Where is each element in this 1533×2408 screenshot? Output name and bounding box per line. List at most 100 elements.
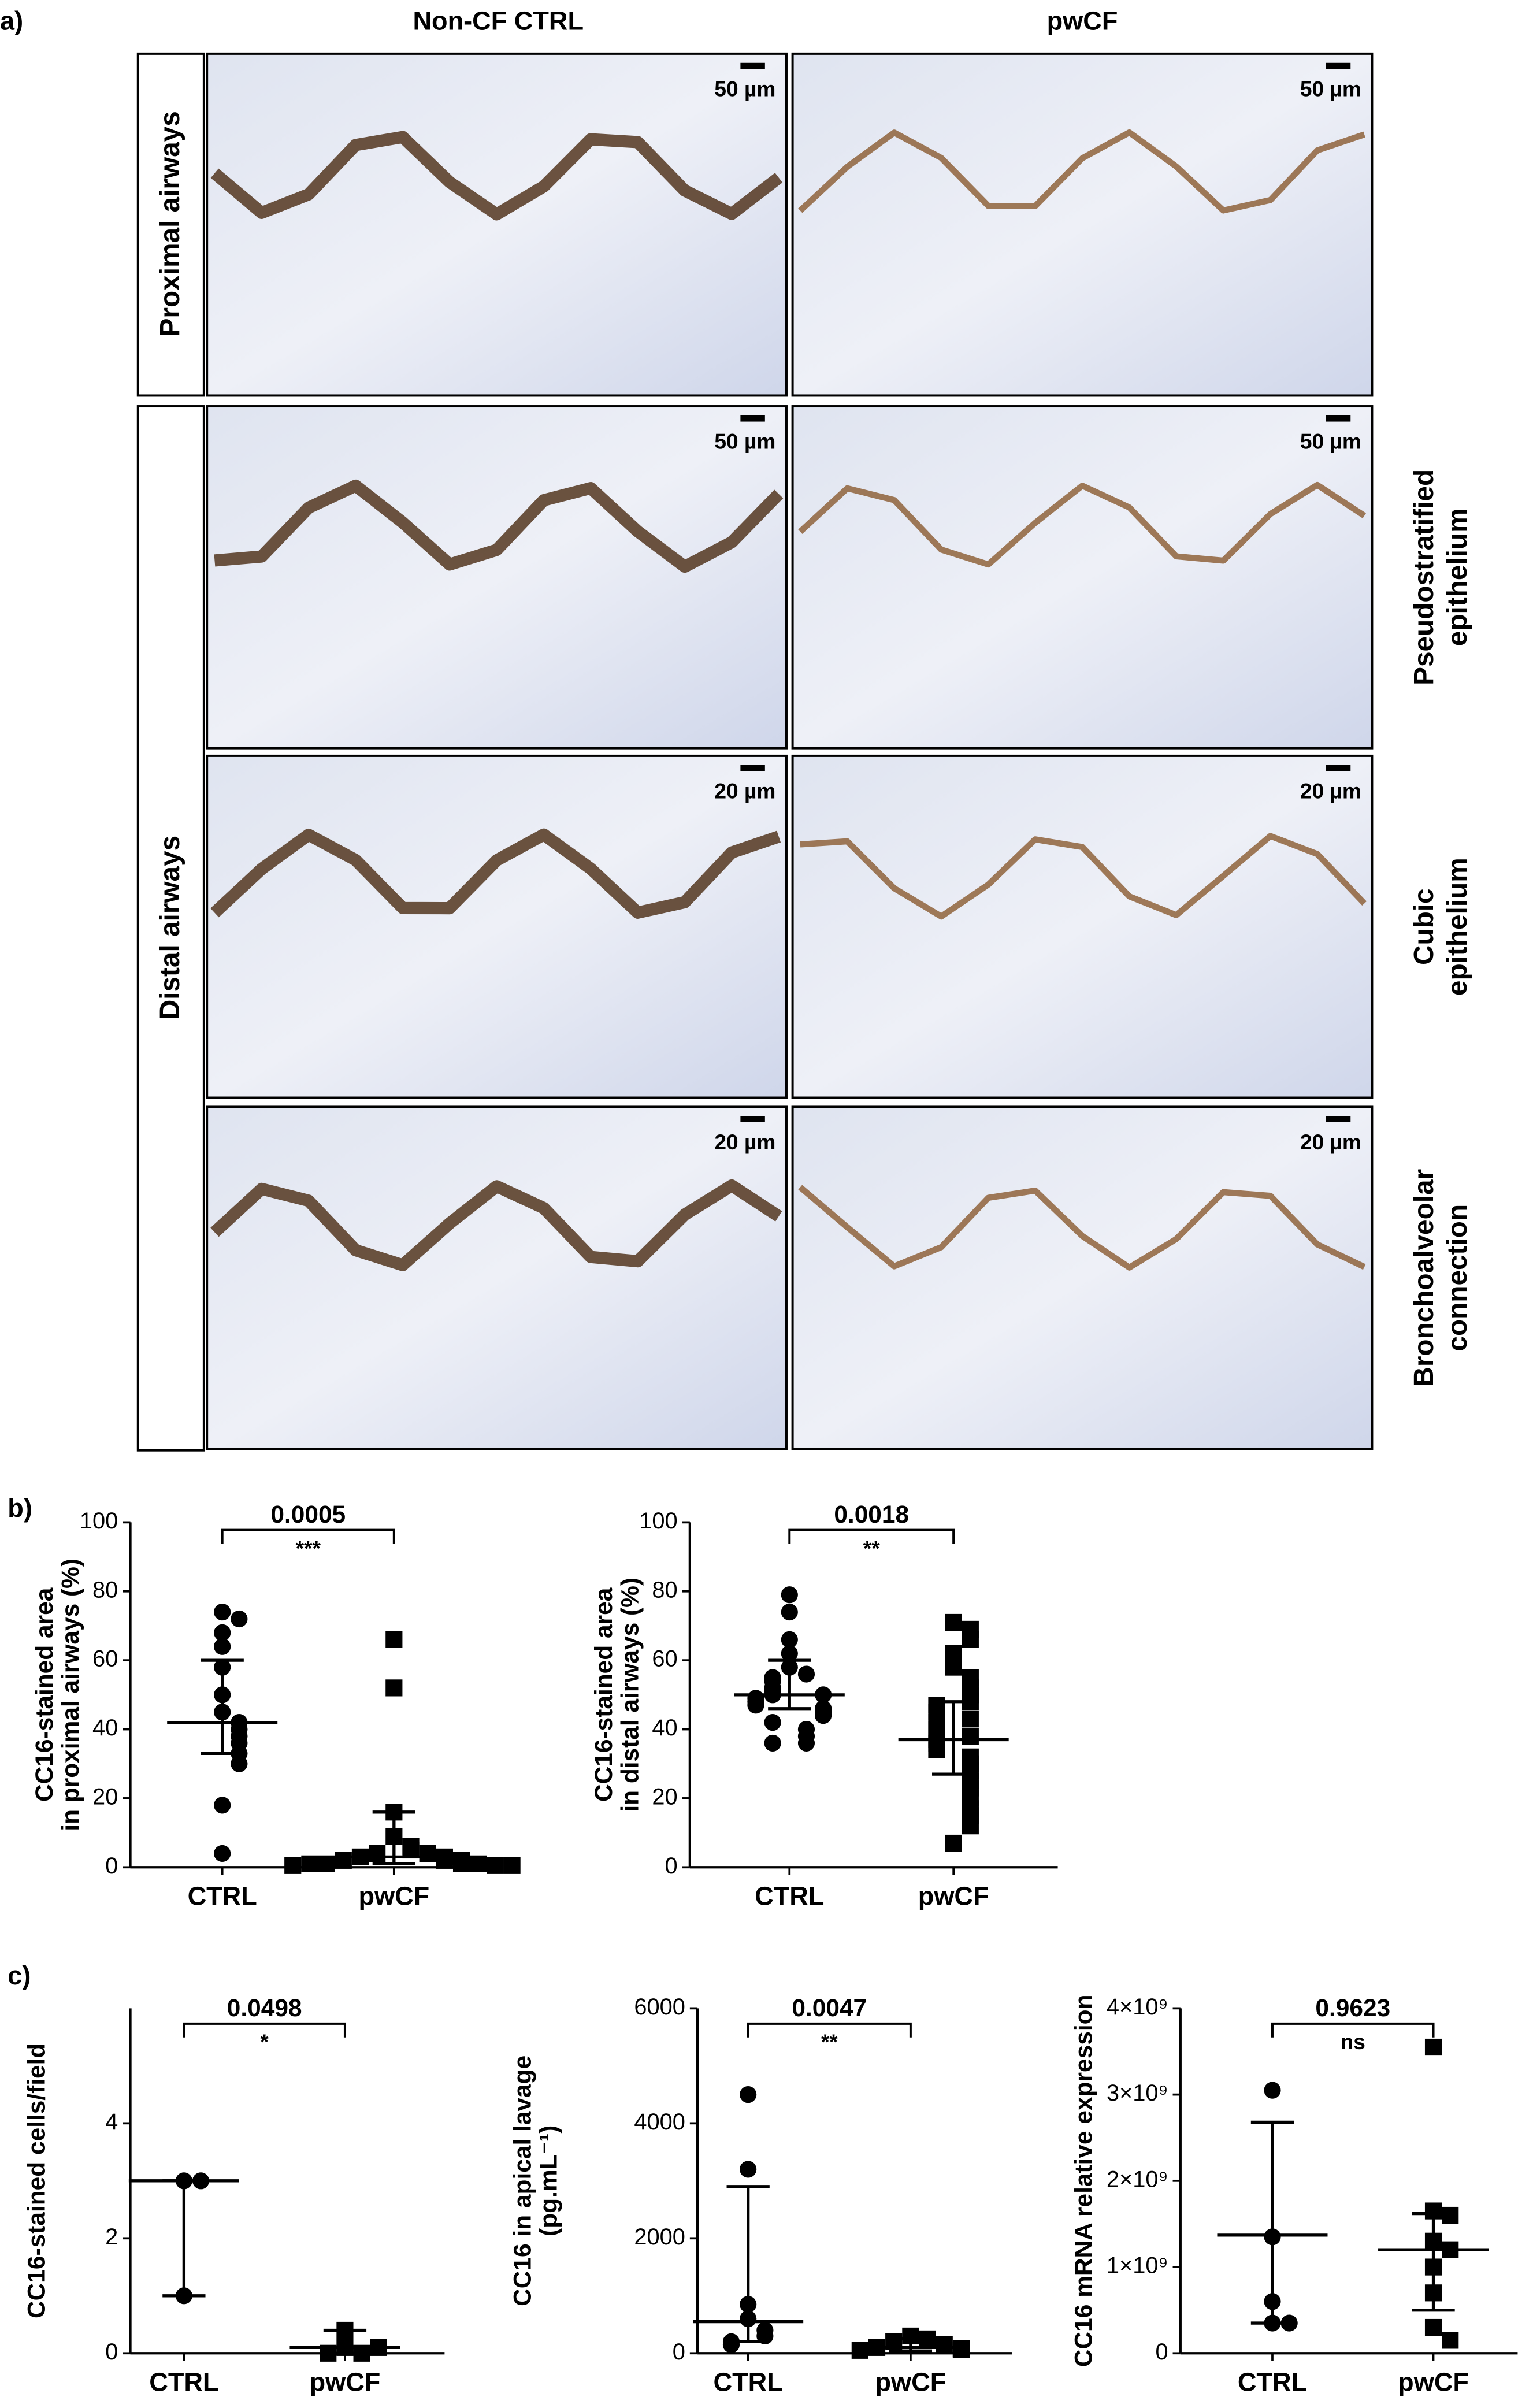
data-point — [419, 1845, 436, 1862]
row-group-label: Proximal airways — [155, 111, 185, 336]
x-tick-label: pwCF — [918, 1881, 989, 1910]
row-label: connection — [1442, 1204, 1473, 1352]
data-point — [936, 2336, 953, 2353]
row-label: Cubic — [1409, 888, 1439, 965]
significance: *** — [296, 1536, 321, 1560]
stained-epithelium — [210, 828, 781, 919]
y-tick-label: 6000 — [634, 1994, 685, 2020]
significance-bracket — [183, 2022, 346, 2038]
data-point — [740, 2086, 757, 2103]
data-point — [962, 1817, 979, 1835]
micrograph — [791, 754, 1374, 1099]
y-tick-label: 0 — [105, 2339, 118, 2365]
x-tick-label: CTRL — [188, 1881, 257, 1910]
significance: * — [260, 2029, 269, 2054]
data-point — [797, 1734, 815, 1752]
scale-bar — [740, 765, 765, 771]
y-axis-label: CC16 mRNA relative expression — [1070, 1994, 1097, 2367]
y-tick-label: 0 — [665, 1853, 678, 1879]
scale-bar-label: 20 µm — [1300, 778, 1361, 803]
micrograph — [791, 405, 1374, 750]
data-point — [962, 1631, 979, 1648]
row-label: epithelium — [1442, 858, 1473, 996]
y-axis-label: CC16-stained area — [31, 1587, 58, 1802]
p-value: 0.0005 — [270, 1501, 346, 1528]
row-group-label: Distal airways — [155, 836, 185, 1020]
data-point — [764, 1734, 781, 1752]
data-point — [385, 1631, 403, 1648]
data-point — [284, 1857, 302, 1874]
y-tick-label: 60 — [92, 1646, 118, 1672]
data-point — [747, 1697, 764, 1714]
data-point — [797, 1665, 815, 1683]
x-tick-label: pwCF — [358, 1881, 429, 1910]
scale-bar — [1326, 415, 1351, 422]
micrograph — [791, 1105, 1374, 1450]
y-tick-label: 4×10⁹ — [1107, 1994, 1168, 2020]
x-tick-label: CTRL — [714, 2367, 783, 2396]
y-tick-label: 40 — [92, 1715, 118, 1741]
data-point — [1424, 2318, 1442, 2336]
scale-bar-label: 20 µm — [714, 778, 775, 803]
data-point — [945, 1613, 962, 1631]
data-point — [928, 1741, 945, 1758]
scale-bar — [1326, 765, 1351, 771]
data-point — [335, 1852, 352, 1869]
y-tick-label: 100 — [639, 1508, 677, 1534]
micrograph — [206, 52, 788, 397]
scale-bar-label: 50 µm — [1300, 76, 1361, 101]
y-tick-label: 2×10⁹ — [1107, 2166, 1168, 2192]
significance: ns — [1341, 2029, 1365, 2054]
y-tick-label: 20 — [652, 1784, 677, 1809]
y-tick-label: 80 — [92, 1577, 118, 1602]
y-tick-label: 100 — [80, 1508, 118, 1534]
data-point — [781, 1645, 798, 1662]
significance-bracket — [1271, 2022, 1435, 2038]
data-point — [231, 1610, 248, 1628]
y-axis-label: CC16-stained area — [590, 1587, 617, 1802]
column-title: pwCF — [1047, 6, 1118, 36]
column-title: Non-CF CTRL — [413, 6, 584, 36]
y-tick-label: 3×10⁹ — [1107, 2080, 1168, 2106]
significance-bracket — [747, 2022, 912, 2038]
data-point — [214, 1603, 231, 1621]
panel-label: c) — [8, 1961, 31, 1990]
scale-bar-label: 50 µm — [714, 76, 775, 101]
significance-bracket — [788, 1528, 955, 1544]
y-tick-label: 0 — [105, 1853, 118, 1879]
scale-bar — [740, 1116, 765, 1122]
data-point — [503, 1857, 521, 1874]
data-point — [452, 1855, 470, 1872]
stained-epithelium — [798, 129, 1365, 214]
y-tick-label: 20 — [92, 1784, 118, 1809]
data-point — [781, 1586, 798, 1604]
scale-bar — [740, 415, 765, 422]
data-point — [1442, 2206, 1459, 2224]
data-point — [231, 1755, 248, 1772]
data-point — [385, 1679, 403, 1697]
panel-label: b) — [8, 1493, 32, 1523]
micrograph — [206, 1105, 788, 1450]
data-point — [781, 1603, 798, 1621]
data-point — [962, 1727, 979, 1745]
data-point — [945, 1658, 962, 1676]
y-axis-label: in proximal airways (%) — [57, 1559, 84, 1831]
micrograph — [206, 405, 788, 750]
x-tick-label: pwCF — [310, 2367, 381, 2396]
data-point — [214, 1624, 231, 1641]
data-point — [214, 1638, 231, 1655]
data-point — [369, 1845, 386, 1862]
y-tick-label: 4 — [105, 2109, 118, 2135]
row-label: Pseudostratified — [1409, 469, 1439, 685]
stained-epithelium — [210, 1179, 782, 1271]
row-label: Bronchoalveolar — [1409, 1169, 1439, 1387]
scale-bar-label: 50 µm — [714, 429, 775, 454]
row-label: epithelium — [1442, 508, 1473, 646]
stained-epithelium — [800, 833, 1367, 920]
y-axis-label: (pg.mL⁻¹) — [535, 2125, 562, 2236]
data-point — [781, 1631, 798, 1648]
stained-epithelium — [210, 131, 783, 221]
scale-bar-label: 50 µm — [1300, 429, 1361, 454]
data-point — [436, 1852, 453, 1869]
y-tick-label: 1×10⁹ — [1107, 2253, 1168, 2279]
